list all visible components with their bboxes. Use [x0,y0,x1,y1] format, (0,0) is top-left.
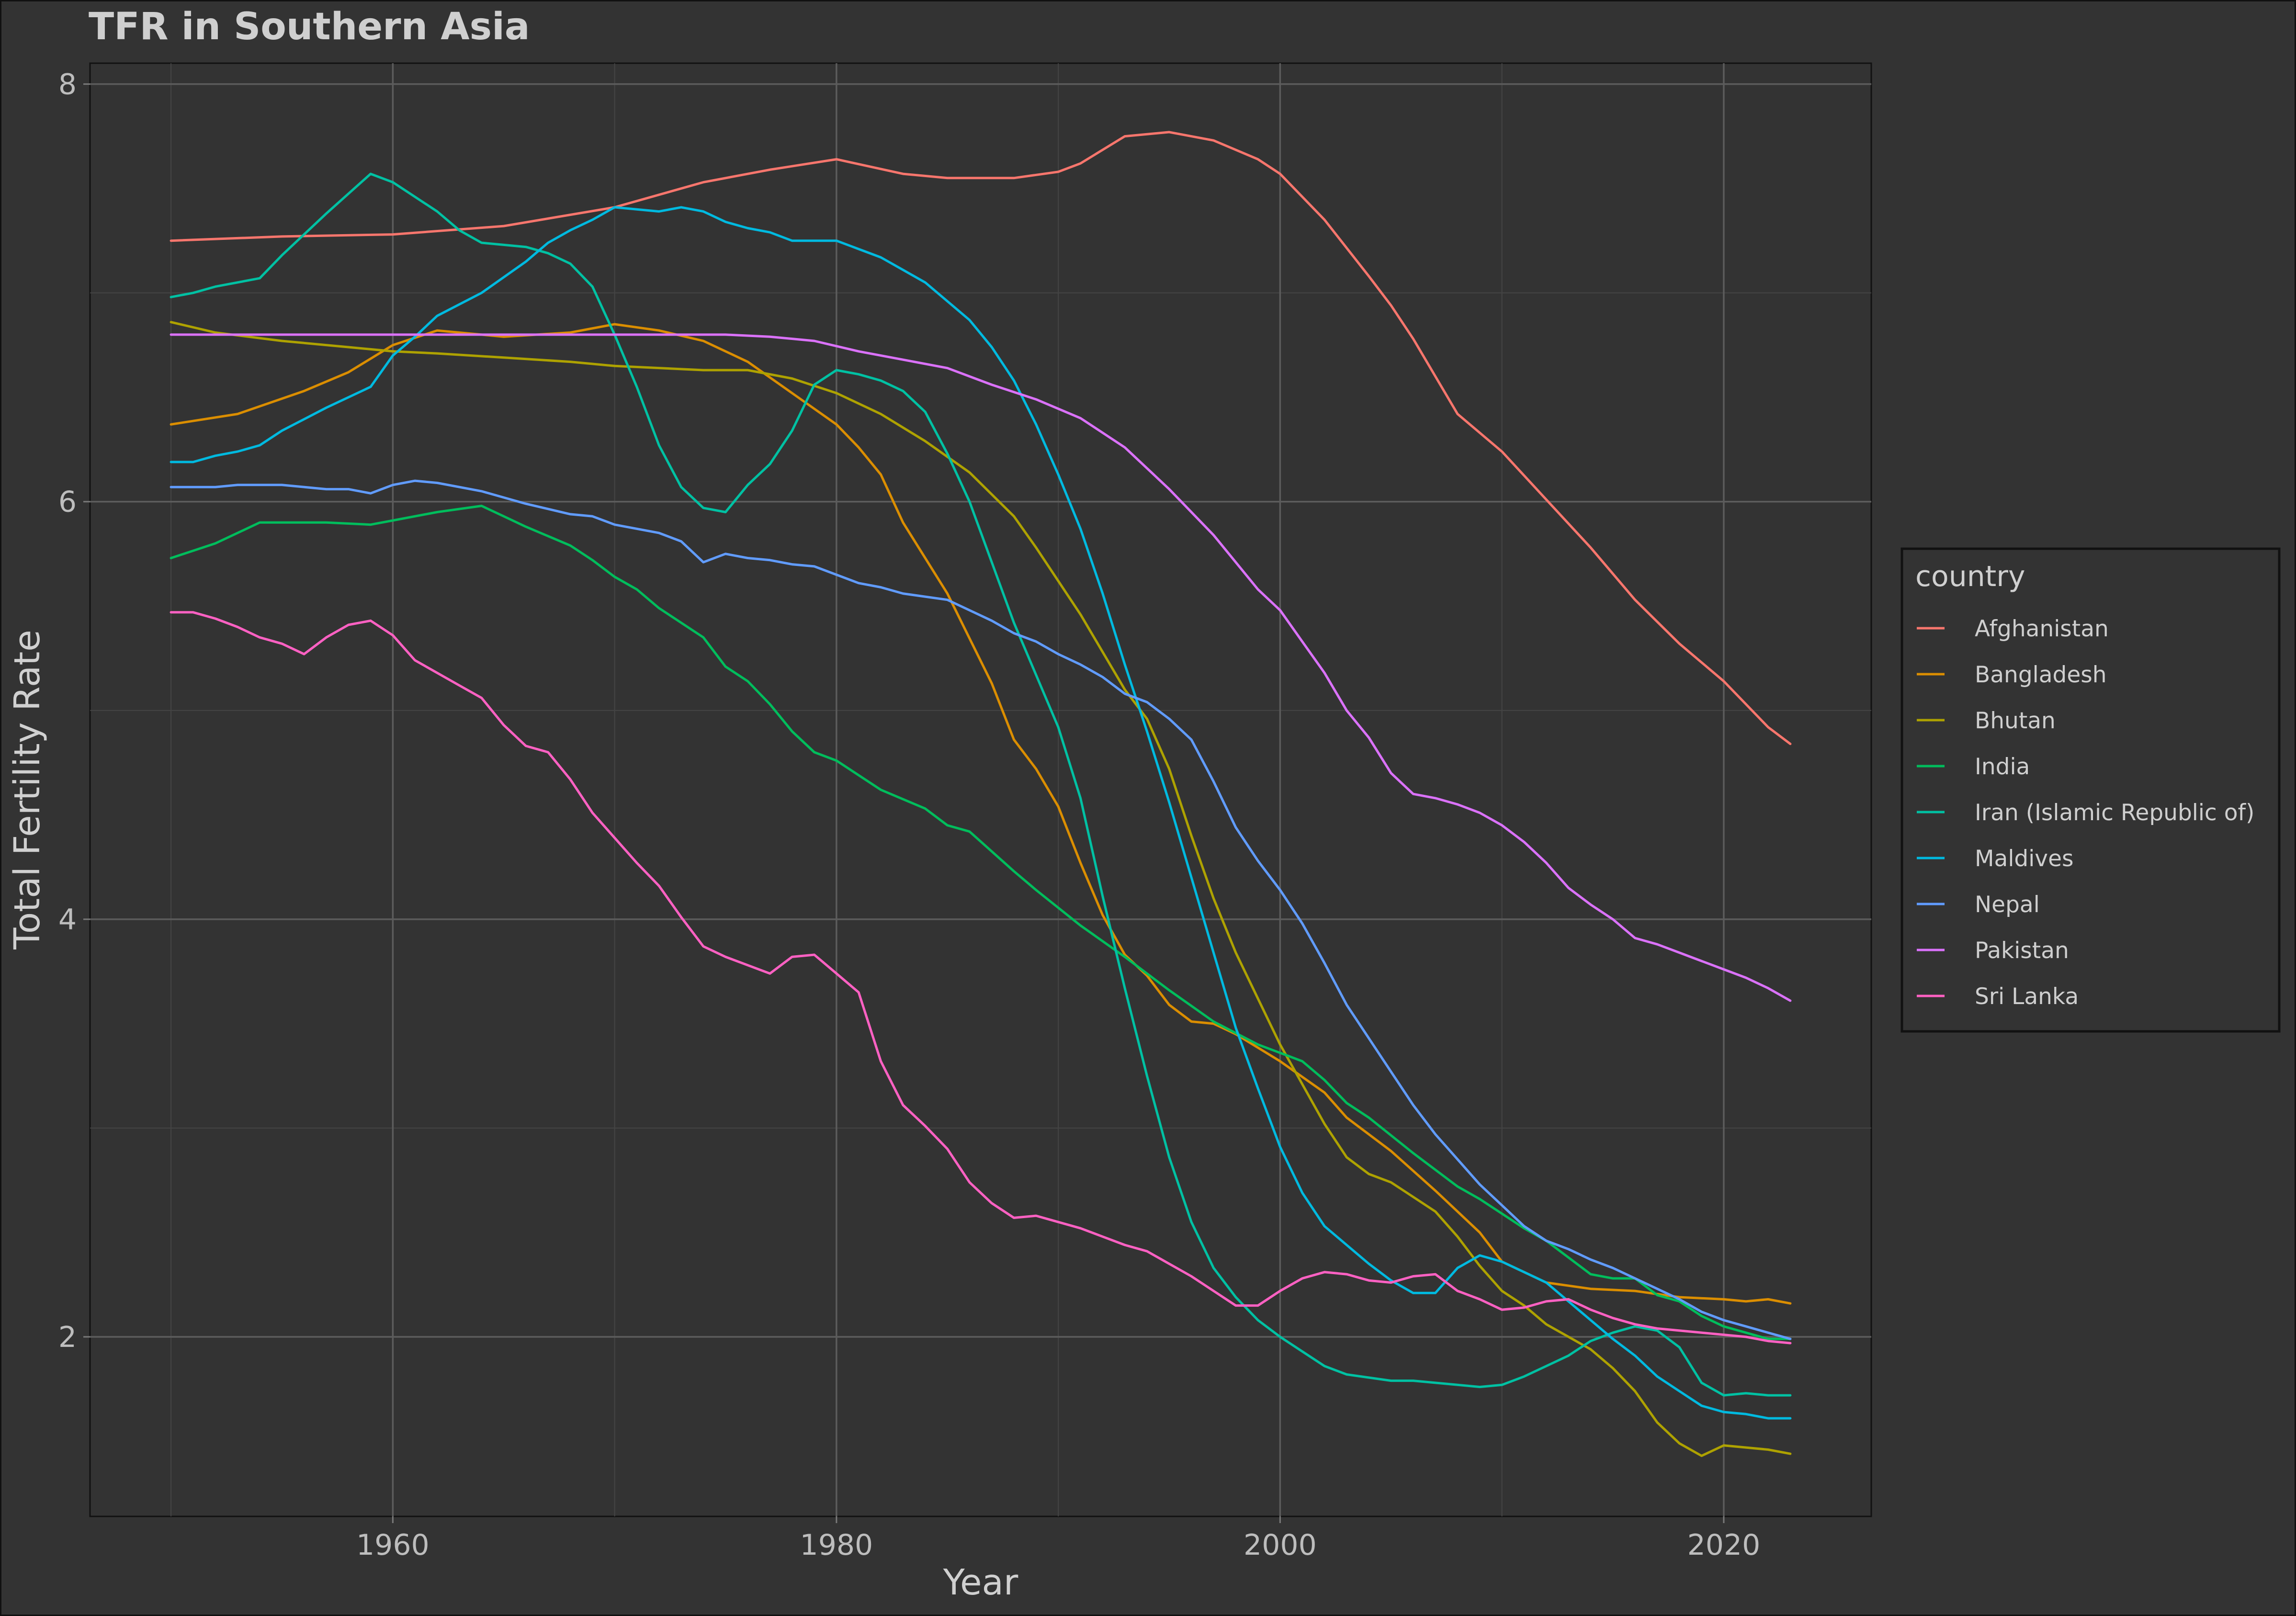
legend-label: Pakistan [1975,938,2069,964]
legend-label: Bangladesh [1975,662,2107,688]
y-tick-label: 2 [58,1321,77,1354]
legend-label: Maldives [1975,846,2074,872]
series-line-afghanistan [170,131,1792,746]
series-line-pakistan [170,333,1792,1002]
legend-label: Afghanistan [1975,616,2109,642]
legend-label: Bhutan [1975,708,2056,734]
legend-label: India [1975,754,2030,780]
legend-item: Nepal [1917,892,2040,918]
series-line-india [170,505,1792,1340]
legend-item: India [1917,754,2030,780]
legend-item: Bangladesh [1917,662,2107,688]
axis-ticks: 1960 1980 2000 2020 2 4 6 8 [58,68,1760,1562]
series-line-nepal [170,479,1792,1340]
legend-item: Pakistan [1917,938,2069,964]
x-axis-title: Year [943,1562,1018,1603]
grid-lines [90,63,1871,1516]
series-line-sri-lanka [170,611,1792,1345]
y-tick-label: 4 [58,903,77,937]
legend-title: country [1915,560,2025,593]
legend-label: Iran (Islamic Republic of) [1975,800,2254,826]
series-line-bhutan [170,321,1792,1457]
legend-item: Maldives [1917,846,2074,872]
legend-box [1900,547,2281,1033]
series-line-maldives [170,206,1792,1420]
legend-label: Sri Lanka [1975,983,2079,1010]
legend: country Afghanistan Bangladesh Bhutan India… [1900,547,2281,1033]
chart-title: TFR in Southern Asia [89,5,530,48]
x-tick-label: 2020 [1687,1528,1761,1562]
x-tick-label: 1960 [356,1528,430,1562]
y-axis-title: Total Fertility Rate [7,630,48,950]
legend-item: Afghanistan [1917,616,2109,642]
legend-item: Iran (Islamic Republic of) [1917,800,2254,826]
legend-label: Nepal [1975,892,2040,918]
x-tick-label: 2000 [1244,1528,1317,1562]
y-tick-label: 8 [58,68,77,102]
x-tick-label: 1980 [800,1528,873,1562]
series-line-iran-islamic-republic-of [170,172,1792,1397]
plot-panel [89,62,1872,1517]
legend-item: Sri Lanka [1917,983,2079,1010]
series-lines [170,131,1792,1457]
legend-item: Bhutan [1917,708,2056,734]
y-tick-label: 6 [58,486,77,519]
